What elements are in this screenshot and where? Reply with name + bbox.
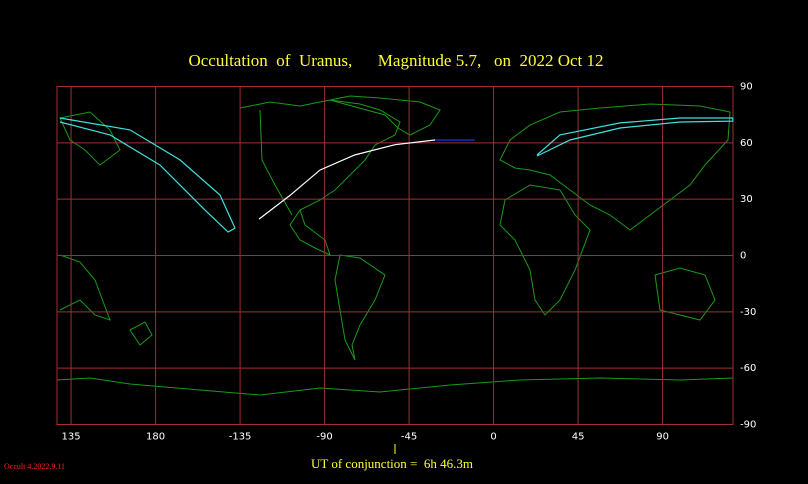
coastline: [59, 111, 121, 321]
coastline: [239, 99, 401, 256]
y-tick-label: -30: [740, 307, 756, 318]
x-tick-label: 180: [146, 432, 165, 443]
coastline: [499, 184, 591, 316]
track-line: [59, 117, 236, 233]
x-tick-label: -90: [316, 432, 332, 443]
x-tick-label: 45: [572, 432, 585, 443]
x-tick-label: -135: [229, 432, 252, 443]
coastline: [654, 267, 716, 321]
footer-label: UT of conjunction = 6h 46.3m: [311, 456, 473, 471]
x-tick-label: -45: [401, 432, 417, 443]
coastline: [129, 321, 153, 346]
y-tick-label: 60: [740, 138, 753, 149]
chart-title: Occultation of Uranus, Magnitude 5.7, on…: [188, 51, 603, 70]
y-tick-label: 0: [740, 251, 746, 262]
coastline: [499, 103, 731, 231]
y-tick-label: -60: [740, 363, 756, 374]
y-tick-label: 90: [740, 82, 753, 93]
y-tick-label: 30: [740, 194, 753, 205]
coastline: [329, 95, 441, 136]
version-label: Occult 4.2022.9.11: [4, 462, 65, 471]
x-tick-label: 90: [656, 432, 669, 443]
track-line: [536, 117, 734, 157]
x-tick-label: 135: [62, 432, 81, 443]
x-tick-label: 0: [490, 432, 496, 443]
coastline: [334, 254, 386, 361]
coastline: [56, 377, 734, 396]
track-line: [258, 139, 436, 220]
coastlines: [56, 95, 734, 396]
y-tick-label: -90: [740, 420, 756, 431]
